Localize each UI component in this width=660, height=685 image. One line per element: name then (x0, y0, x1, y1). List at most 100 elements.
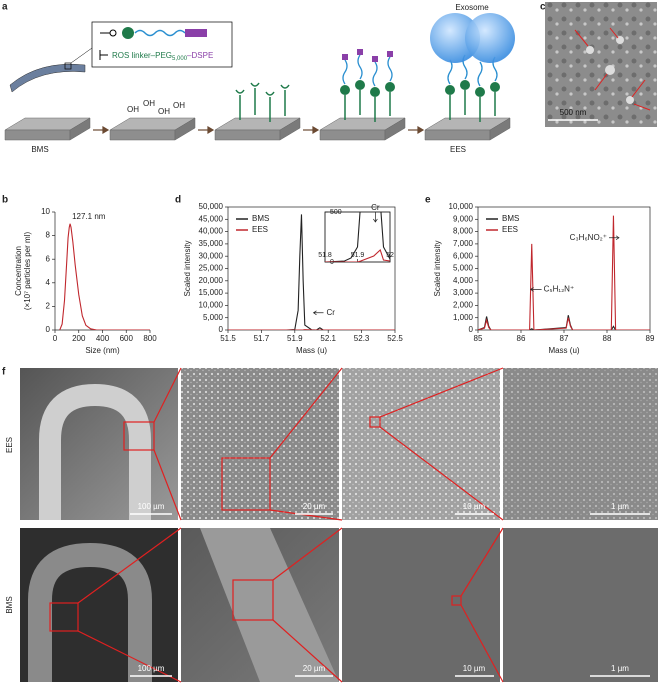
y-tick-label: 0 (46, 325, 51, 334)
x-axis-label: Size (nm) (85, 346, 120, 355)
series-line (325, 212, 390, 262)
linker-label: ROS linker–PEG5,000–DSPE (112, 51, 213, 61)
y-tick-label: 0 (469, 325, 474, 334)
scale-bar: 100 µm (138, 502, 165, 511)
row-label: EES (5, 437, 14, 453)
y-tick-label: 6 (46, 254, 51, 263)
annotation-arrow (312, 310, 324, 316)
y-tick-label: 30,000 (199, 251, 224, 260)
hydroxyl: OH (143, 99, 155, 108)
hydroxyl: OH (127, 105, 139, 114)
y-tick-label: 25,000 (199, 264, 224, 273)
x-axis-label: Mass (u) (548, 346, 579, 355)
scale-bar: 20 µm (303, 664, 326, 673)
legend-label: EES (502, 225, 518, 234)
scale-bar: 1 µm (611, 664, 629, 673)
y-tick-label: 9,000 (453, 214, 474, 223)
x-tick-label: 86 (517, 334, 526, 343)
chart: 51.5 51.7 51.9 52.1 52.3 52.5 0 5,000 10,000 15,0… (183, 202, 403, 355)
bms-label: BMS (31, 145, 48, 154)
y-tick-label: 45,000 (199, 214, 224, 223)
panel-letter: b (2, 195, 8, 206)
y-tick-label: 4 (46, 278, 51, 287)
x-tick-label: 52.5 (387, 334, 403, 343)
panel-letter: a (2, 2, 8, 13)
x-tick-label: 51.9 (351, 252, 365, 259)
x-tick-label: 85 (474, 334, 483, 343)
y-tick-label: 50,000 (199, 202, 224, 211)
x-tick-label: 800 (143, 334, 157, 343)
annotation: Cr (327, 308, 336, 317)
y-axis-label: Scaled intensity (183, 240, 192, 296)
row-label: BMS (5, 596, 14, 613)
y-tick-label: 1,000 (453, 313, 474, 322)
axes-frame (477, 206, 651, 331)
annotation: Cr (371, 203, 380, 212)
linker-part: –DSPE (187, 51, 213, 60)
panel-letter: c (540, 2, 546, 13)
annotation-arrow (529, 287, 542, 292)
x-tick-label: 600 (120, 334, 134, 343)
x-tick-label: 87 (560, 334, 569, 343)
x-axis-label: Mass (u) (296, 346, 327, 355)
y-tick-label: 20,000 (199, 276, 224, 285)
legend-label: BMS (252, 214, 269, 223)
x-tick-label: 52.3 (354, 334, 370, 343)
hydroxyl: OH (158, 107, 170, 116)
y-tick-label: 7,000 (453, 239, 474, 248)
scale-bar: 500 nm (560, 108, 587, 117)
y-tick-label: 6,000 (453, 251, 474, 260)
scale-bar: 100 µm (138, 664, 165, 673)
panel-letter: f (2, 367, 6, 378)
y-tick-label: 35,000 (199, 239, 224, 248)
y-tick-label: 15,000 (199, 288, 224, 297)
x-tick-label: 89 (646, 334, 655, 343)
tem-image: 500 nm (545, 2, 657, 127)
x-tick-label: 51.7 (254, 334, 270, 343)
series-line (59, 223, 150, 330)
linker-part: ROS linker–PEG (112, 51, 172, 60)
x-tick-label: 200 (72, 334, 86, 343)
conjugates (340, 49, 395, 122)
x-tick-label: 0 (53, 334, 58, 343)
x-tick-label: 88 (603, 334, 612, 343)
chart: 0 200 400 600 800 0 2 4 6 8 10 Size (nm) Concentrati… (14, 207, 157, 355)
scale-bar: 1 µm (611, 502, 629, 511)
scale-bar: 10 µm (463, 502, 486, 511)
legend-label: EES (252, 225, 268, 234)
y-tick-label: 8 (46, 231, 51, 240)
y-tick-label: 40,000 (199, 227, 224, 236)
y-tick-label: 10,000 (449, 202, 474, 211)
y-tick-label: 3,000 (453, 288, 474, 297)
annotation: 127.1 nm (72, 212, 106, 221)
y-tick-label: 5,000 (453, 264, 474, 273)
panel-letter: d (175, 195, 181, 206)
x-tick-label: 51.9 (287, 334, 303, 343)
scale-bar: 20 µm (303, 502, 326, 511)
y-tick-label: 0 (219, 325, 224, 334)
hydroxyl: OH (173, 101, 185, 110)
y-tick-label: 10 (41, 207, 50, 216)
chart: 85 86 87 88 89 0 1,000 2,000 3,000 4,000 5,000 6,00… (433, 202, 655, 355)
annotation: C₅H₁₂N⁺ (544, 285, 575, 294)
ees-label: EES (450, 145, 466, 154)
y-tick-label: 4,000 (453, 276, 474, 285)
schematic: ROS linker–PEG5,000–DSPE OH OH OH OH (4, 3, 515, 154)
annotation-arrow (609, 235, 620, 241)
panel-letter: e (425, 195, 431, 206)
y-axis-label: Concentration (14, 246, 23, 296)
series-line (325, 249, 390, 262)
series-line (478, 215, 650, 330)
sem-grid: EES BMS 100 µm 20 µm 10 µm 1 µm 100 µm (5, 367, 658, 683)
y-tick-label: 2,000 (453, 301, 474, 310)
scale-bar: 10 µm (463, 664, 486, 673)
x-tick-label: 52.1 (320, 334, 336, 343)
legend-label: BMS (502, 214, 519, 223)
y-axis-label: Scaled intensity (433, 240, 442, 296)
x-tick-label: 51.5 (220, 334, 236, 343)
exosome-label: Exosome (455, 3, 489, 12)
y-tick-label: 8,000 (453, 227, 474, 236)
